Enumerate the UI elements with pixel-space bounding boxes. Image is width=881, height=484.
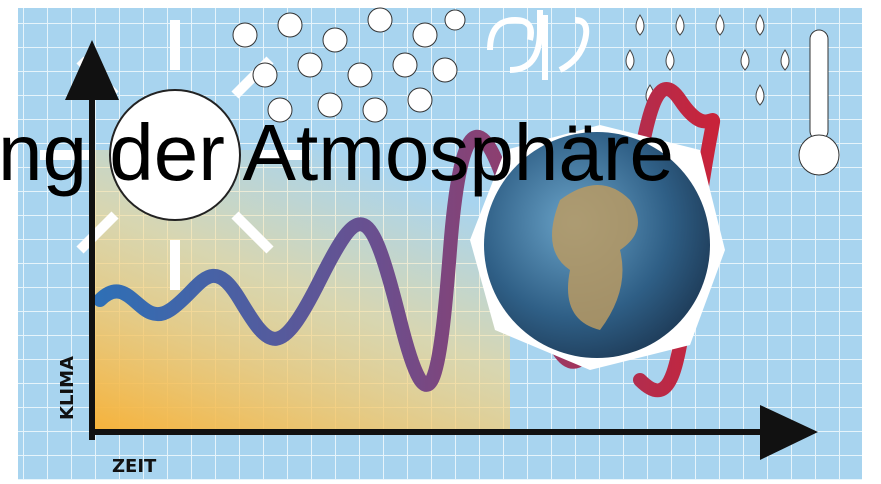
illustration <box>18 7 862 480</box>
slide-title: ng der Atmosphäre <box>0 108 674 197</box>
x-axis-label: ZEIT <box>112 456 157 477</box>
y-axis-label: KLIMA <box>57 356 78 420</box>
